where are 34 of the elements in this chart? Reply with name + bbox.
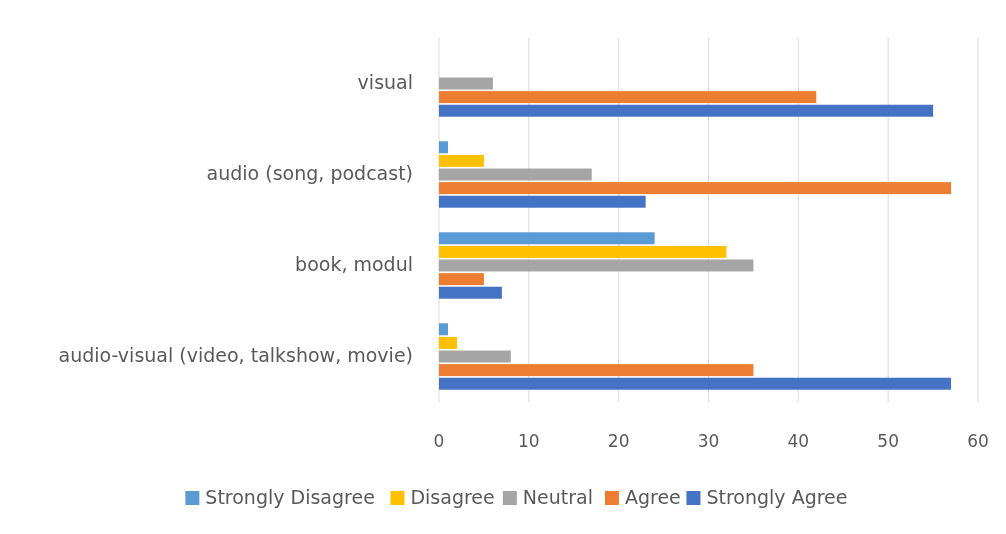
x-tick-label: 30 — [697, 431, 720, 451]
bar — [439, 286, 502, 299]
x-tick-label: 60 — [967, 431, 989, 451]
bar — [439, 377, 952, 390]
bar — [439, 195, 646, 208]
x-tick-label: 40 — [787, 431, 810, 451]
bar — [439, 154, 484, 167]
bar — [439, 323, 448, 336]
y-tick-label: visual — [357, 71, 413, 93]
bar — [439, 91, 817, 104]
legend-label: Agree — [624, 485, 681, 508]
bar — [439, 259, 754, 272]
bar — [439, 104, 934, 117]
x-tick-label: 20 — [607, 431, 630, 451]
x-tick-label: 0 — [433, 431, 445, 451]
x-tick-label: 50 — [877, 431, 899, 451]
bar — [439, 245, 727, 258]
x-tick-label: 10 — [518, 431, 540, 451]
bar — [439, 182, 952, 195]
bar — [439, 350, 511, 363]
bar — [439, 273, 484, 286]
bar — [439, 232, 655, 245]
bar — [439, 77, 493, 90]
legend-label: Disagree — [410, 485, 495, 508]
y-tick-label: book, modul — [295, 253, 413, 275]
legend-label: Neutral — [522, 485, 593, 508]
bar — [439, 141, 448, 154]
legend-label: Strongly Agree — [706, 485, 848, 508]
bar — [439, 336, 457, 349]
y-tick-label: audio-visual (video, talkshow, movie) — [58, 344, 413, 366]
legend-label: Strongly Disagree — [205, 485, 375, 508]
bar — [439, 168, 592, 181]
bar — [439, 364, 754, 377]
y-tick-label: audio (song, podcast) — [206, 162, 413, 184]
